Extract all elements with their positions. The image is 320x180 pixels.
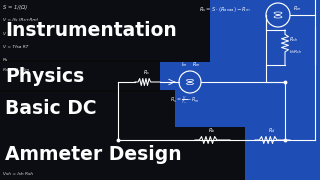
FancyBboxPatch shape <box>0 90 175 127</box>
Text: $R_s = S \cdot (R_{anaa}) - R_m$: $R_s = S \cdot (R_{anaa}) - R_m$ <box>199 5 251 14</box>
Text: $I_{sh} R_{sh}$: $I_{sh} R_{sh}$ <box>289 48 302 56</box>
Text: S = 1/(Ω): S = 1/(Ω) <box>3 5 27 10</box>
Text: Rs: Rs <box>3 58 8 62</box>
Text: $R_s = \frac{V}{T_h} - R_m$: $R_s = \frac{V}{T_h} - R_m$ <box>170 95 200 107</box>
Text: $R_s$: $R_s$ <box>143 68 150 77</box>
FancyBboxPatch shape <box>0 0 210 62</box>
Text: $R_{sh}$: $R_{sh}$ <box>289 36 298 44</box>
Text: $R_b$: $R_b$ <box>208 126 216 135</box>
Text: $R_m$: $R_m$ <box>293 4 301 14</box>
FancyBboxPatch shape <box>0 127 245 180</box>
Text: Physics: Physics <box>5 66 84 86</box>
Text: $I_m$: $I_m$ <box>181 60 187 69</box>
Text: Ammeter Design: Ammeter Design <box>5 145 182 163</box>
FancyBboxPatch shape <box>0 60 160 92</box>
Text: V = Ifs (Rs+Rm): V = Ifs (Rs+Rm) <box>3 18 38 22</box>
Text: Basic DC: Basic DC <box>5 100 97 118</box>
Text: V: V <box>3 32 6 36</box>
Text: Rs = V - Rm: Rs = V - Rm <box>3 68 29 72</box>
Text: $R_d$: $R_d$ <box>268 126 276 135</box>
Text: V = Tfsa RT: V = Tfsa RT <box>3 45 28 49</box>
Text: Instrumentation: Instrumentation <box>5 21 177 40</box>
Text: Vsh = Ish Rsh: Vsh = Ish Rsh <box>3 172 33 176</box>
Text: $R_m$: $R_m$ <box>192 60 200 69</box>
